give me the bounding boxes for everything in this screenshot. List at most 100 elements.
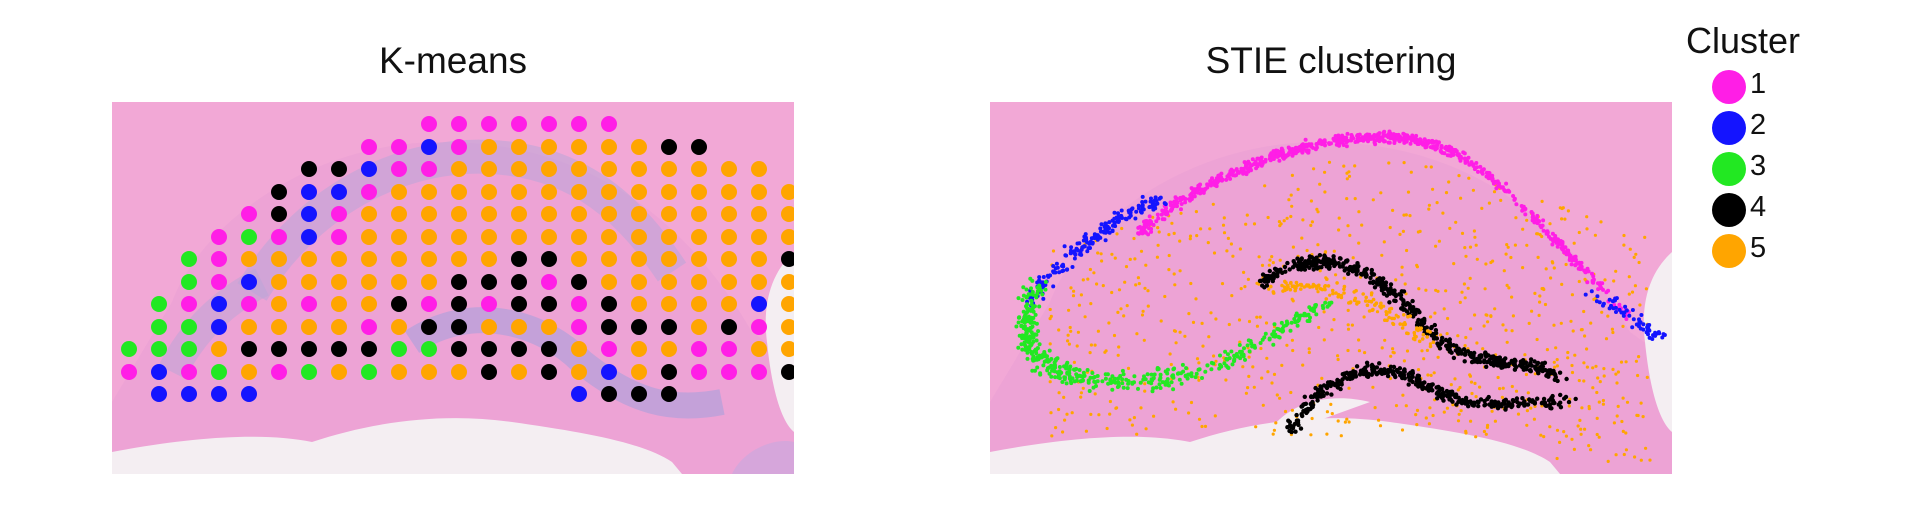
stie-cell [1055, 265, 1060, 270]
stie-cell [1115, 385, 1120, 389]
stie-cell [1314, 312, 1319, 317]
stie-cell [1650, 337, 1655, 341]
stie-cell [1211, 202, 1215, 206]
stie-cell [1314, 303, 1318, 307]
stie-cell [1513, 243, 1517, 247]
stie-cell [1189, 281, 1193, 286]
stie-cell [1267, 336, 1272, 341]
stie-cell [1469, 380, 1474, 384]
stie-cell [1579, 427, 1583, 431]
stie-cell [1302, 394, 1307, 399]
stie-cell [1146, 289, 1150, 293]
stie-cell [1029, 341, 1034, 346]
stie-cell [1288, 150, 1293, 155]
kmeans-spot [781, 319, 794, 335]
kmeans-spot [721, 206, 737, 222]
stie-cell [1595, 432, 1599, 437]
stie-cell [1535, 232, 1539, 236]
stie-cell [1442, 410, 1446, 414]
stie-cell [1384, 286, 1389, 292]
stie-cell [1357, 372, 1363, 377]
stie-cell [1048, 317, 1052, 321]
stie-cell [1203, 186, 1208, 191]
stie-cell [1285, 425, 1290, 430]
kmeans-spot [691, 251, 707, 267]
stie-cell [1108, 399, 1112, 404]
stie-cell [1347, 420, 1351, 424]
stie-cell [1661, 332, 1666, 337]
stie-cell [1367, 137, 1371, 142]
stie-cell [1029, 298, 1034, 303]
stie-cell [1373, 142, 1378, 147]
stie-cell [1063, 418, 1067, 422]
stie-cell [1106, 381, 1111, 386]
stie-cell [1110, 387, 1115, 392]
stie-cell [1149, 372, 1154, 377]
stie-cell [1270, 381, 1274, 385]
kmeans-spot [421, 229, 437, 245]
stie-cell [1342, 276, 1346, 280]
kmeans-spot [271, 296, 287, 312]
legend-label: 2 [1750, 109, 1767, 141]
stie-cell [1352, 290, 1356, 294]
stie-cell [1241, 365, 1245, 369]
kmeans-spot [721, 296, 737, 312]
stie-cell [1583, 292, 1588, 297]
stie-cell [1522, 399, 1527, 404]
stie-cell [1392, 138, 1397, 143]
stie-cell [1318, 182, 1322, 186]
stie-cell [1071, 294, 1076, 298]
stie-cell [1119, 307, 1123, 311]
stie-cell-map [990, 102, 1672, 474]
stie-cell [1159, 319, 1163, 323]
stie-cell [1482, 359, 1487, 365]
stie-cell [1024, 347, 1029, 352]
stie-cell [1382, 367, 1387, 372]
stie-cell [1400, 273, 1404, 277]
stie-cell [1313, 385, 1318, 391]
stie-cell [1124, 217, 1129, 222]
stie-cell [1382, 240, 1386, 244]
stie-cell [1554, 346, 1558, 350]
stie-cell [1571, 329, 1575, 333]
stie-cell [1549, 276, 1553, 280]
stie-cell [1207, 335, 1211, 339]
stie-cell [1410, 379, 1415, 385]
stie-cell [1271, 261, 1275, 265]
stie-cell [1532, 401, 1537, 406]
stie-cell [1290, 338, 1294, 342]
kmeans-spot [301, 274, 317, 290]
stie-cell [1260, 161, 1265, 166]
stie-cell [1034, 348, 1039, 353]
stie-cell [1281, 324, 1286, 329]
stie-cell [1320, 287, 1325, 292]
stie-cell [1366, 371, 1371, 377]
stie-cell [1343, 420, 1347, 424]
stie-cell [1406, 382, 1411, 387]
stie-cell [1066, 339, 1070, 343]
stie-cell [1287, 419, 1292, 425]
stie-cell [1029, 330, 1034, 335]
stie-cell [1195, 234, 1199, 238]
stie-cell [1643, 235, 1647, 239]
stie-cell [1551, 261, 1555, 265]
stie-cell [1288, 328, 1293, 333]
stie-cell [1230, 362, 1235, 367]
stie-cell [1224, 363, 1229, 368]
stie-cell [1393, 293, 1398, 299]
kmeans-spot [271, 251, 287, 267]
stie-cell [1425, 335, 1429, 339]
stie-cell [1557, 370, 1563, 375]
stie-cell [1401, 393, 1405, 397]
stie-cell [1472, 401, 1477, 406]
stie-cell [1434, 143, 1439, 148]
stie-cell [1566, 209, 1570, 213]
stie-cell [1341, 261, 1346, 266]
stie-cell [1340, 133, 1345, 138]
stie-cell [1260, 263, 1265, 267]
kmeans-spot [151, 296, 167, 312]
kmeans-spot [631, 229, 647, 245]
stie-cell [1151, 215, 1155, 219]
stie-cell [1487, 357, 1492, 363]
stie-cell [1430, 382, 1435, 387]
